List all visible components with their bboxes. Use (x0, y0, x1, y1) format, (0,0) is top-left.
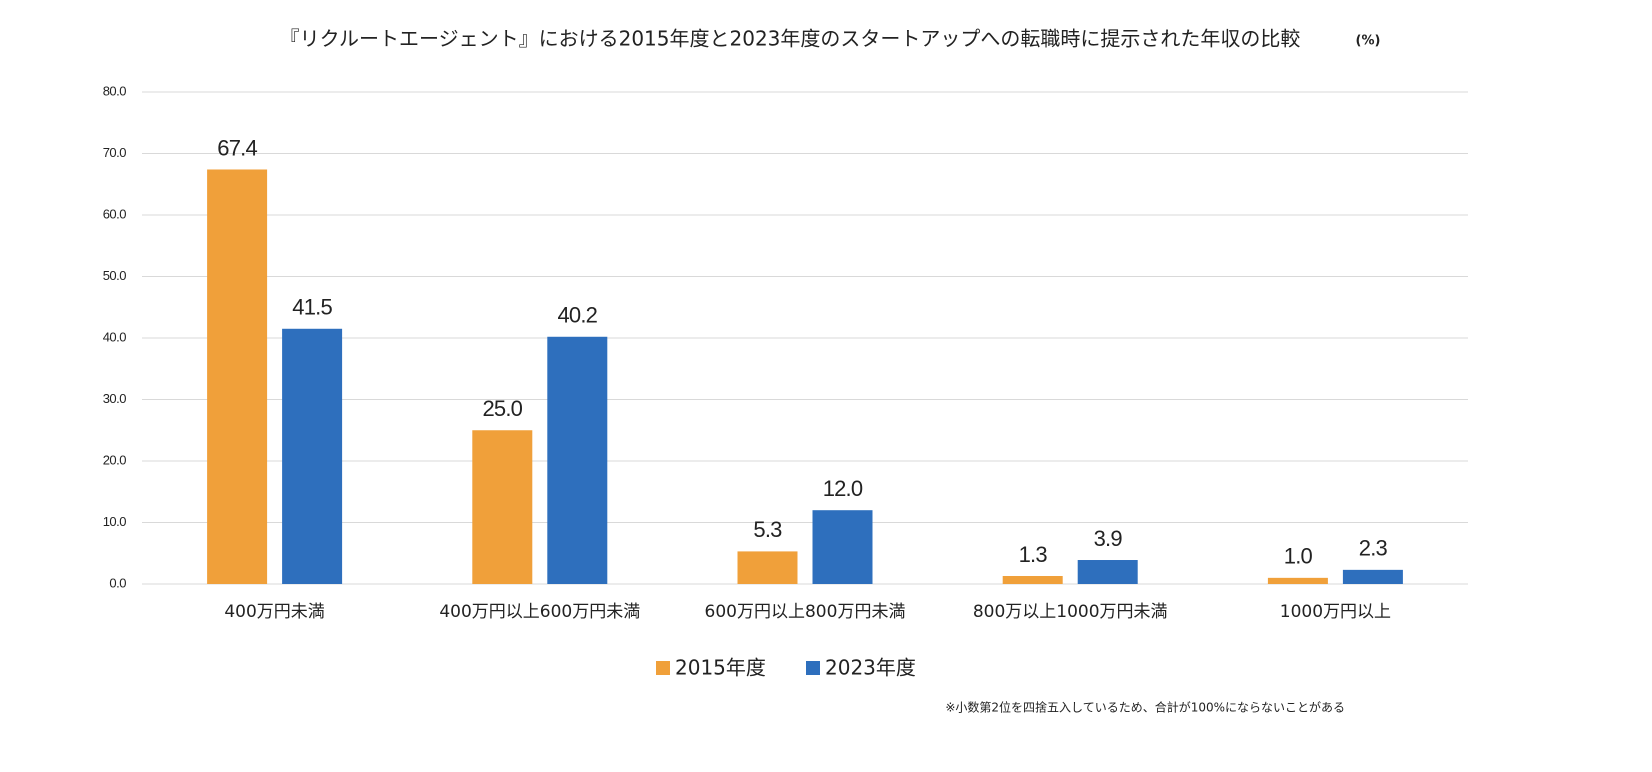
bar (282, 328, 343, 584)
x-tick-label: 800万以上1000万円未満 (973, 602, 1168, 622)
legend-swatch (806, 661, 820, 675)
bar (1077, 560, 1138, 584)
bar (547, 336, 608, 584)
value-label: 3.9 (1094, 526, 1123, 551)
y-tick-label: 30.0 (103, 391, 127, 406)
value-label: 12.0 (823, 476, 863, 501)
footnote: ※小数第2位を四捨五入しているため、合計が100%にならないことがある (945, 700, 1345, 715)
bar (1002, 576, 1063, 584)
value-label: 41.5 (292, 295, 332, 320)
y-tick-label: 80.0 (103, 83, 127, 98)
value-label: 1.0 (1284, 544, 1313, 569)
unit-label: (%) (1356, 34, 1381, 49)
value-label: 67.4 (217, 135, 257, 160)
bar (207, 169, 268, 585)
x-tick-label: 600万円以上800万円未満 (705, 602, 906, 622)
bar (472, 430, 533, 584)
x-tick-label: 400万円未満 (224, 602, 324, 622)
bar (737, 551, 798, 584)
y-tick-label: 40.0 (103, 329, 127, 344)
x-tick-label: 1000万円以上 (1280, 602, 1391, 622)
chart-title: 『リクルートエージェント』における2015年度と2023年度のスタートアップへの… (280, 27, 1301, 51)
bar (1342, 569, 1403, 584)
y-tick-label: 20.0 (103, 452, 127, 467)
x-tick-label: 400万円以上600万円未満 (439, 602, 640, 622)
bar (1267, 577, 1328, 584)
y-tick-label: 0.0 (109, 575, 126, 590)
legend-label: 2023年度 (825, 656, 916, 680)
value-label: 5.3 (753, 517, 782, 542)
bar (812, 510, 873, 584)
legend-label: 2015年度 (675, 656, 766, 680)
value-label: 1.3 (1019, 542, 1048, 567)
value-label: 25.0 (482, 396, 522, 421)
y-tick-label: 70.0 (103, 145, 127, 160)
y-tick-label: 50.0 (103, 268, 127, 283)
y-tick-label: 60.0 (103, 206, 127, 221)
legend-swatch (656, 661, 670, 675)
value-label: 2.3 (1359, 536, 1388, 561)
value-label: 40.2 (557, 303, 597, 328)
y-tick-label: 10.0 (103, 514, 127, 529)
